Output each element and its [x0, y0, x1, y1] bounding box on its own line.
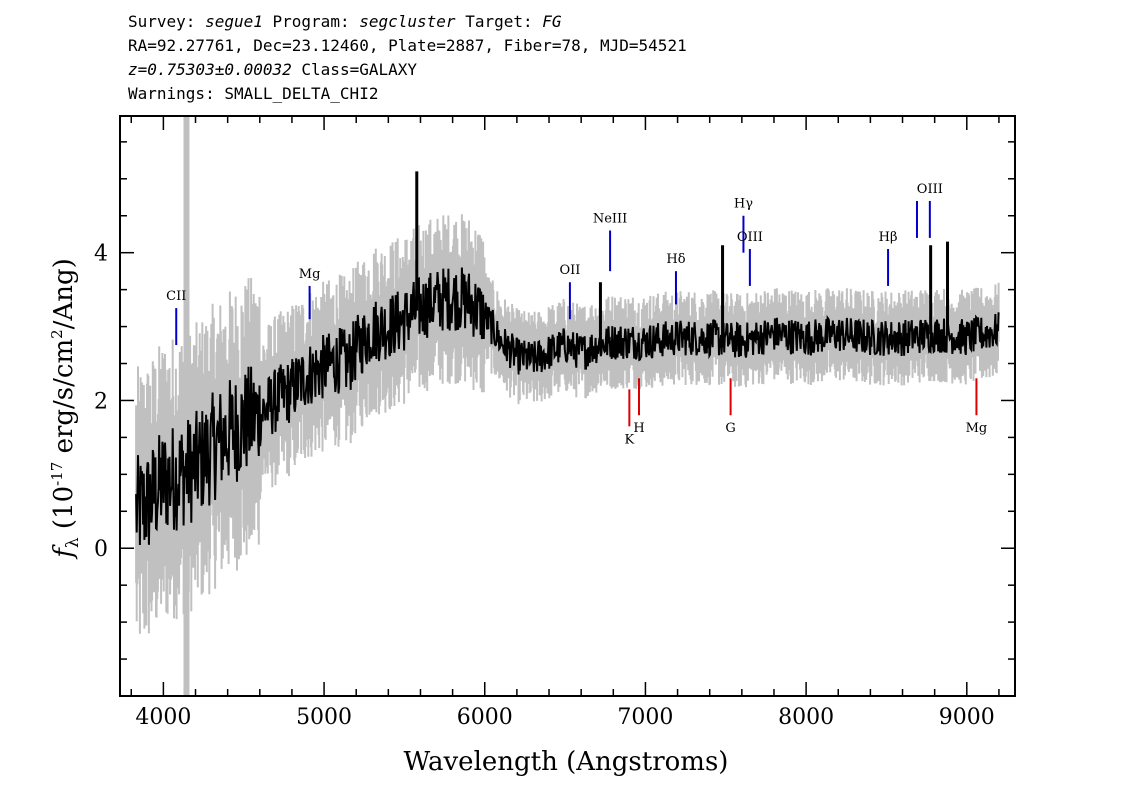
header-line-survey: Survey: segue1 Program: segcluster Targe…: [128, 10, 687, 34]
header-line-warnings: Warnings: SMALL_DELTA_CHI2: [128, 84, 379, 103]
x-tick-label: 9000: [939, 705, 995, 730]
plot-frame: [119, 115, 1016, 697]
plot-border: [119, 115, 1016, 697]
emission-line-label: Hβ: [879, 230, 898, 245]
x-tick-label: 5000: [296, 705, 352, 730]
emission-line-label: NeIII: [593, 212, 627, 227]
spectral-lines-layer: CII Mg OII NeIII Hδ Hγ OIII Hβ OIII KH G Mg: [166, 182, 987, 447]
redshift-value: z=0.75303±0.00032: [128, 60, 292, 79]
x-tick-label: 4000: [135, 705, 191, 730]
class-value: Class=GALAXY: [301, 60, 417, 79]
absorption-line-label: G: [725, 421, 735, 436]
axis-ticks: 4000 5000 6000 7000 8000 9000 0 2 4: [94, 116, 1015, 730]
emission-line-label: OIII: [737, 230, 763, 245]
flux-layer: [135, 171, 1000, 546]
absorption-line-label: K: [625, 432, 635, 447]
y-tick-label: 0: [94, 537, 108, 562]
program-value: segcluster: [359, 12, 456, 31]
emission-line-label: OII: [559, 263, 580, 278]
spectrum-header: Survey: segue1 Program: segcluster Targe…: [128, 10, 687, 106]
absorption-line-label: Mg: [966, 421, 988, 436]
header-line-redshift: z=0.75303±0.00032 Class=GALAXY: [128, 58, 687, 82]
survey-label: Survey:: [128, 12, 196, 31]
x-tick-label: 7000: [617, 705, 673, 730]
survey-value: segue1: [205, 12, 263, 31]
header-line-coords: RA=92.27761, Dec=23.12460, Plate=2887, F…: [128, 36, 687, 55]
emission-line-label: Hγ: [734, 197, 753, 212]
y-tick-label: 2: [94, 389, 108, 414]
x-axis-title: Wavelength (Angstroms): [404, 747, 729, 777]
x-tick-label: 6000: [457, 705, 513, 730]
y-axis-title: fλ (10-17 erg/s/cm2/Ang): [48, 258, 83, 560]
emission-line-label: CII: [166, 289, 186, 304]
x-tick-label: 8000: [778, 705, 834, 730]
absorption-line-label: H: [633, 421, 644, 436]
flux-line: [135, 267, 1000, 546]
y-tick-label: 4: [94, 242, 108, 267]
program-label: Program:: [272, 12, 350, 31]
masked-region: [183, 116, 190, 696]
emission-line-label: Hδ: [666, 252, 685, 267]
emission-line-label: OIII: [917, 182, 943, 197]
target-label: Target:: [465, 12, 533, 31]
target-value: FG: [542, 12, 562, 31]
emission-line-label: Mg: [299, 267, 321, 282]
